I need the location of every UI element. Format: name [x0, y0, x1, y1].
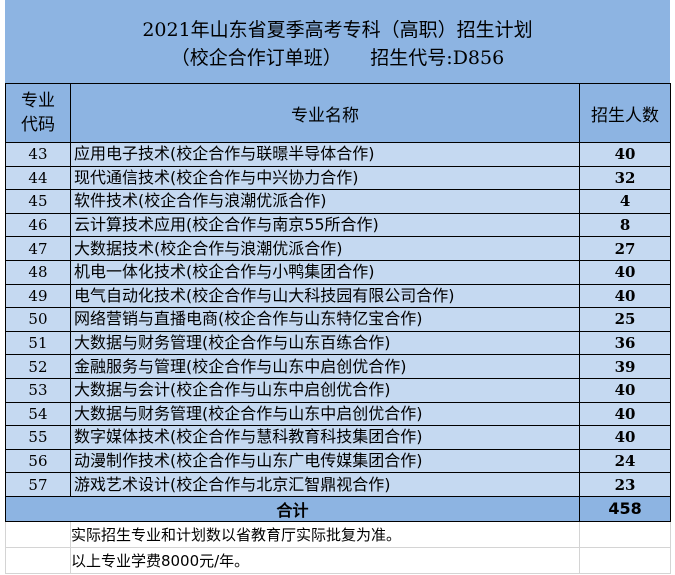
major-name-cell[interactable]: 电气自动化技术(校企合作与山大科技园有限公司合作) — [69, 283, 581, 309]
title-line-2: （校企合作订单班） 招生代号:D856 — [170, 47, 505, 69]
note-row: 实际招生专业和计划数以省教育厅实际批复为准。 — [5, 521, 671, 548]
major-code-cell[interactable]: 49 — [5, 283, 71, 309]
header-name[interactable]: 专业名称 — [69, 83, 581, 143]
major-code-cell[interactable]: 47 — [5, 236, 71, 261]
table-row: 51 大数据与财务管理(校企合作与山东百练合作) 36 — [5, 330, 671, 356]
enrollment-count-cell[interactable]: 40 — [579, 377, 671, 403]
enrollment-count-cell[interactable]: 40 — [579, 283, 671, 309]
table-row: 49 电气自动化技术(校企合作与山大科技园有限公司合作) 40 — [5, 283, 671, 309]
major-code-cell[interactable]: 45 — [5, 189, 71, 214]
major-code-cell[interactable]: 48 — [5, 259, 71, 285]
note-row: 以上专业学费8000元/年。 — [5, 547, 671, 574]
note-empty-cell[interactable] — [579, 521, 671, 548]
table-row: 52 金融服务与管理(校企合作与山东中启创优合作) 39 — [5, 354, 671, 379]
enrollment-count-cell[interactable]: 27 — [579, 236, 671, 261]
major-name-cell[interactable]: 大数据与会计(校企合作与山东中启创优合作) — [69, 377, 581, 403]
total-label[interactable]: 合计 — [4, 495, 581, 522]
enrollment-count-cell[interactable]: 40 — [579, 259, 671, 285]
enrollment-count-cell[interactable]: 4 — [579, 189, 671, 214]
table-row: 48 机电一体化技术(校企合作与小鸭集团合作) 40 — [5, 259, 671, 285]
table-row: 55 数字媒体技术(校企合作与慧科教育科技集团合作) 40 — [5, 425, 671, 450]
major-name-cell[interactable]: 金融服务与管理(校企合作与山东中启创优合作) — [69, 354, 581, 379]
major-code-cell[interactable]: 54 — [5, 401, 71, 427]
enrollment-table: 专业代码 专业名称 招生人数 43 应用电子技术(校企合作与联暻半导体合作) 40 4… — [4, 83, 671, 574]
major-name-cell[interactable]: 软件技术(校企合作与浪潮优派合作) — [69, 189, 581, 214]
major-code-cell[interactable]: 52 — [5, 354, 71, 379]
note-empty-cell[interactable] — [5, 547, 71, 574]
major-name-cell[interactable]: 数字媒体技术(校企合作与慧科教育科技集团合作) — [69, 425, 581, 450]
major-name-cell[interactable]: 大数据与财务管理(校企合作与山东百练合作) — [69, 330, 581, 356]
note-2[interactable]: 以上专业学费8000元/年。 — [69, 547, 581, 574]
table-row: 47 大数据技术(校企合作与浪潮优派合作) 27 — [5, 236, 671, 261]
enrollment-count-cell[interactable]: 40 — [579, 142, 671, 167]
major-name-cell[interactable]: 应用电子技术(校企合作与联暻半导体合作) — [69, 142, 581, 167]
header-row: 专业代码 专业名称 招生人数 — [5, 83, 671, 143]
major-name-cell[interactable]: 机电一体化技术(校企合作与小鸭集团合作) — [69, 259, 581, 285]
enrollment-count-cell[interactable]: 40 — [579, 425, 671, 450]
header-count[interactable]: 招生人数 — [579, 83, 671, 143]
enrollment-count-cell[interactable]: 40 — [579, 401, 671, 427]
major-name-cell[interactable]: 现代通信技术(校企合作与中兴协力合作) — [69, 165, 581, 191]
major-name-cell[interactable]: 游戏艺术设计(校企合作与北京汇智鼎视合作) — [69, 472, 581, 497]
total-count[interactable]: 458 — [579, 495, 671, 522]
enrollment-count-cell[interactable]: 32 — [579, 165, 671, 191]
major-code-cell[interactable]: 50 — [5, 307, 71, 332]
title-line-1: 2021年山东省夏季高考专科（高职）招生计划 — [142, 19, 533, 41]
major-name-cell[interactable]: 网络营销与直播电商(校企合作与山东特亿宝合作) — [69, 307, 581, 332]
enrollment-count-cell[interactable]: 36 — [579, 330, 671, 356]
table-row: 57 游戏艺术设计(校企合作与北京汇智鼎视合作) 23 — [5, 472, 671, 497]
major-name-cell[interactable]: 大数据与财务管理(校企合作与山东中启创优合作) — [69, 401, 581, 427]
major-code-cell[interactable]: 43 — [5, 142, 71, 167]
major-name-cell[interactable]: 云计算技术应用(校企合作与南京55所合作) — [69, 212, 581, 238]
enrollment-count-cell[interactable]: 39 — [579, 354, 671, 379]
major-code-cell[interactable]: 56 — [5, 448, 71, 474]
enrollment-count-cell[interactable]: 23 — [579, 472, 671, 497]
major-code-cell[interactable]: 55 — [5, 425, 71, 450]
total-row: 合计 458 — [4, 495, 671, 522]
enrollment-count-cell[interactable]: 8 — [579, 212, 671, 238]
major-name-cell[interactable]: 大数据技术(校企合作与浪潮优派合作) — [69, 236, 581, 261]
table-row: 56 动漫制作技术(校企合作与山东广电传媒集团合作) 24 — [5, 448, 671, 474]
table-row: 53 大数据与会计(校企合作与山东中启创优合作) 40 — [5, 377, 671, 403]
table-row: 46 云计算技术应用(校企合作与南京55所合作) 8 — [5, 212, 671, 238]
table-row: 44 现代通信技术(校企合作与中兴协力合作) 32 — [5, 165, 671, 191]
table-row: 45 软件技术(校企合作与浪潮优派合作) 4 — [5, 189, 671, 214]
note-1[interactable]: 实际招生专业和计划数以省教育厅实际批复为准。 — [69, 521, 581, 548]
note-empty-cell[interactable] — [5, 521, 71, 548]
table-row: 54 大数据与财务管理(校企合作与山东中启创优合作) 40 — [5, 401, 671, 427]
major-name-cell[interactable]: 动漫制作技术(校企合作与山东广电传媒集团合作) — [69, 448, 581, 474]
major-code-cell[interactable]: 44 — [5, 165, 71, 191]
note-empty-cell[interactable] — [579, 547, 671, 574]
major-code-cell[interactable]: 51 — [5, 330, 71, 356]
table-row: 50 网络营销与直播电商(校企合作与山东特亿宝合作) 25 — [5, 307, 671, 332]
enrollment-count-cell[interactable]: 25 — [579, 307, 671, 332]
header-code[interactable]: 专业代码 — [5, 83, 71, 143]
enrollment-count-cell[interactable]: 24 — [579, 448, 671, 474]
major-code-cell[interactable]: 53 — [5, 377, 71, 403]
major-code-cell[interactable]: 46 — [5, 212, 71, 238]
sheet-title: 2021年山东省夏季高考专科（高职）招生计划 （校企合作订单班） 招生代号:D8… — [5, 0, 670, 83]
table-row: 43 应用电子技术(校企合作与联暻半导体合作) 40 — [5, 142, 671, 167]
major-code-cell[interactable]: 57 — [5, 472, 71, 497]
